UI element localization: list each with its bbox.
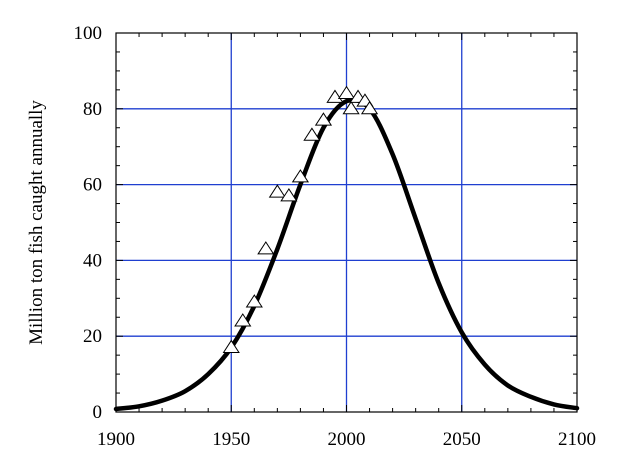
data-point-triangle: [234, 313, 252, 327]
model-curve: [113, 97, 580, 412]
data-point-triangle: [314, 112, 333, 126]
y-tick-label-60: 60: [83, 175, 102, 196]
data-point-triangle: [337, 85, 356, 100]
data-point-triangle: [257, 241, 275, 255]
x-tick-label-1950: 1950: [212, 429, 250, 450]
axis-ticks: [115, 32, 578, 413]
y-tick-label-0: 0: [93, 402, 103, 423]
data-point-triangle: [280, 188, 298, 202]
data-point-triangle: [245, 294, 263, 308]
data-point-triangle: [326, 89, 344, 103]
y-tick-labels: 0 20 40 60 80 100: [74, 23, 103, 423]
x-tick-label-1900: 1900: [97, 429, 135, 450]
y-axis-label: Million ton fish caught annually: [26, 100, 47, 345]
data-point-triangle: [303, 127, 321, 141]
data-point-triangle: [291, 169, 310, 183]
observation-points-layer: [222, 85, 379, 353]
model-curve-layer: [113, 97, 580, 412]
y-tick-label-20: 20: [83, 326, 102, 347]
x-tick-label-2000: 2000: [328, 429, 366, 450]
y-tick-label-100: 100: [74, 23, 103, 44]
data-point-triangle: [342, 100, 360, 115]
y-tick-label-80: 80: [83, 99, 102, 120]
x-tick-labels: 1900 1950 2000 2050 2100: [97, 429, 596, 450]
y-tick-label-40: 40: [83, 250, 102, 271]
x-tick-label-2050: 2050: [443, 429, 481, 450]
x-tick-label-2100: 2100: [558, 429, 596, 450]
data-point-triangle: [360, 100, 379, 115]
data-point-triangle: [222, 339, 240, 353]
data-point-triangle: [268, 184, 286, 198]
